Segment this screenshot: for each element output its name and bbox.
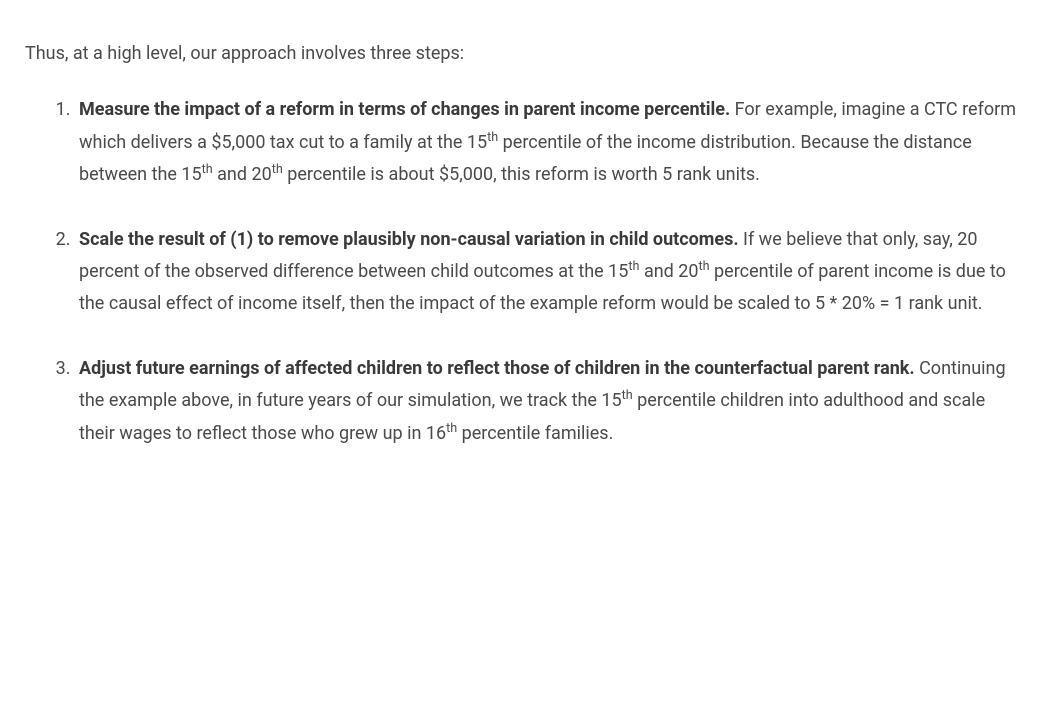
- step-heading: Scale the result of (1) to remove plausi…: [79, 229, 739, 250]
- steps-list: Measure the impact of a reform in terms …: [25, 94, 1018, 450]
- list-item: Scale the result of (1) to remove plausi…: [75, 224, 1018, 321]
- step-heading: Measure the impact of a reform in terms …: [79, 99, 730, 120]
- step-heading: Adjust future earnings of affected child…: [79, 358, 915, 379]
- list-item: Adjust future earnings of affected child…: [75, 353, 1018, 450]
- intro-text: Thus, at a high level, our approach invo…: [25, 38, 1018, 70]
- list-item: Measure the impact of a reform in terms …: [75, 94, 1018, 191]
